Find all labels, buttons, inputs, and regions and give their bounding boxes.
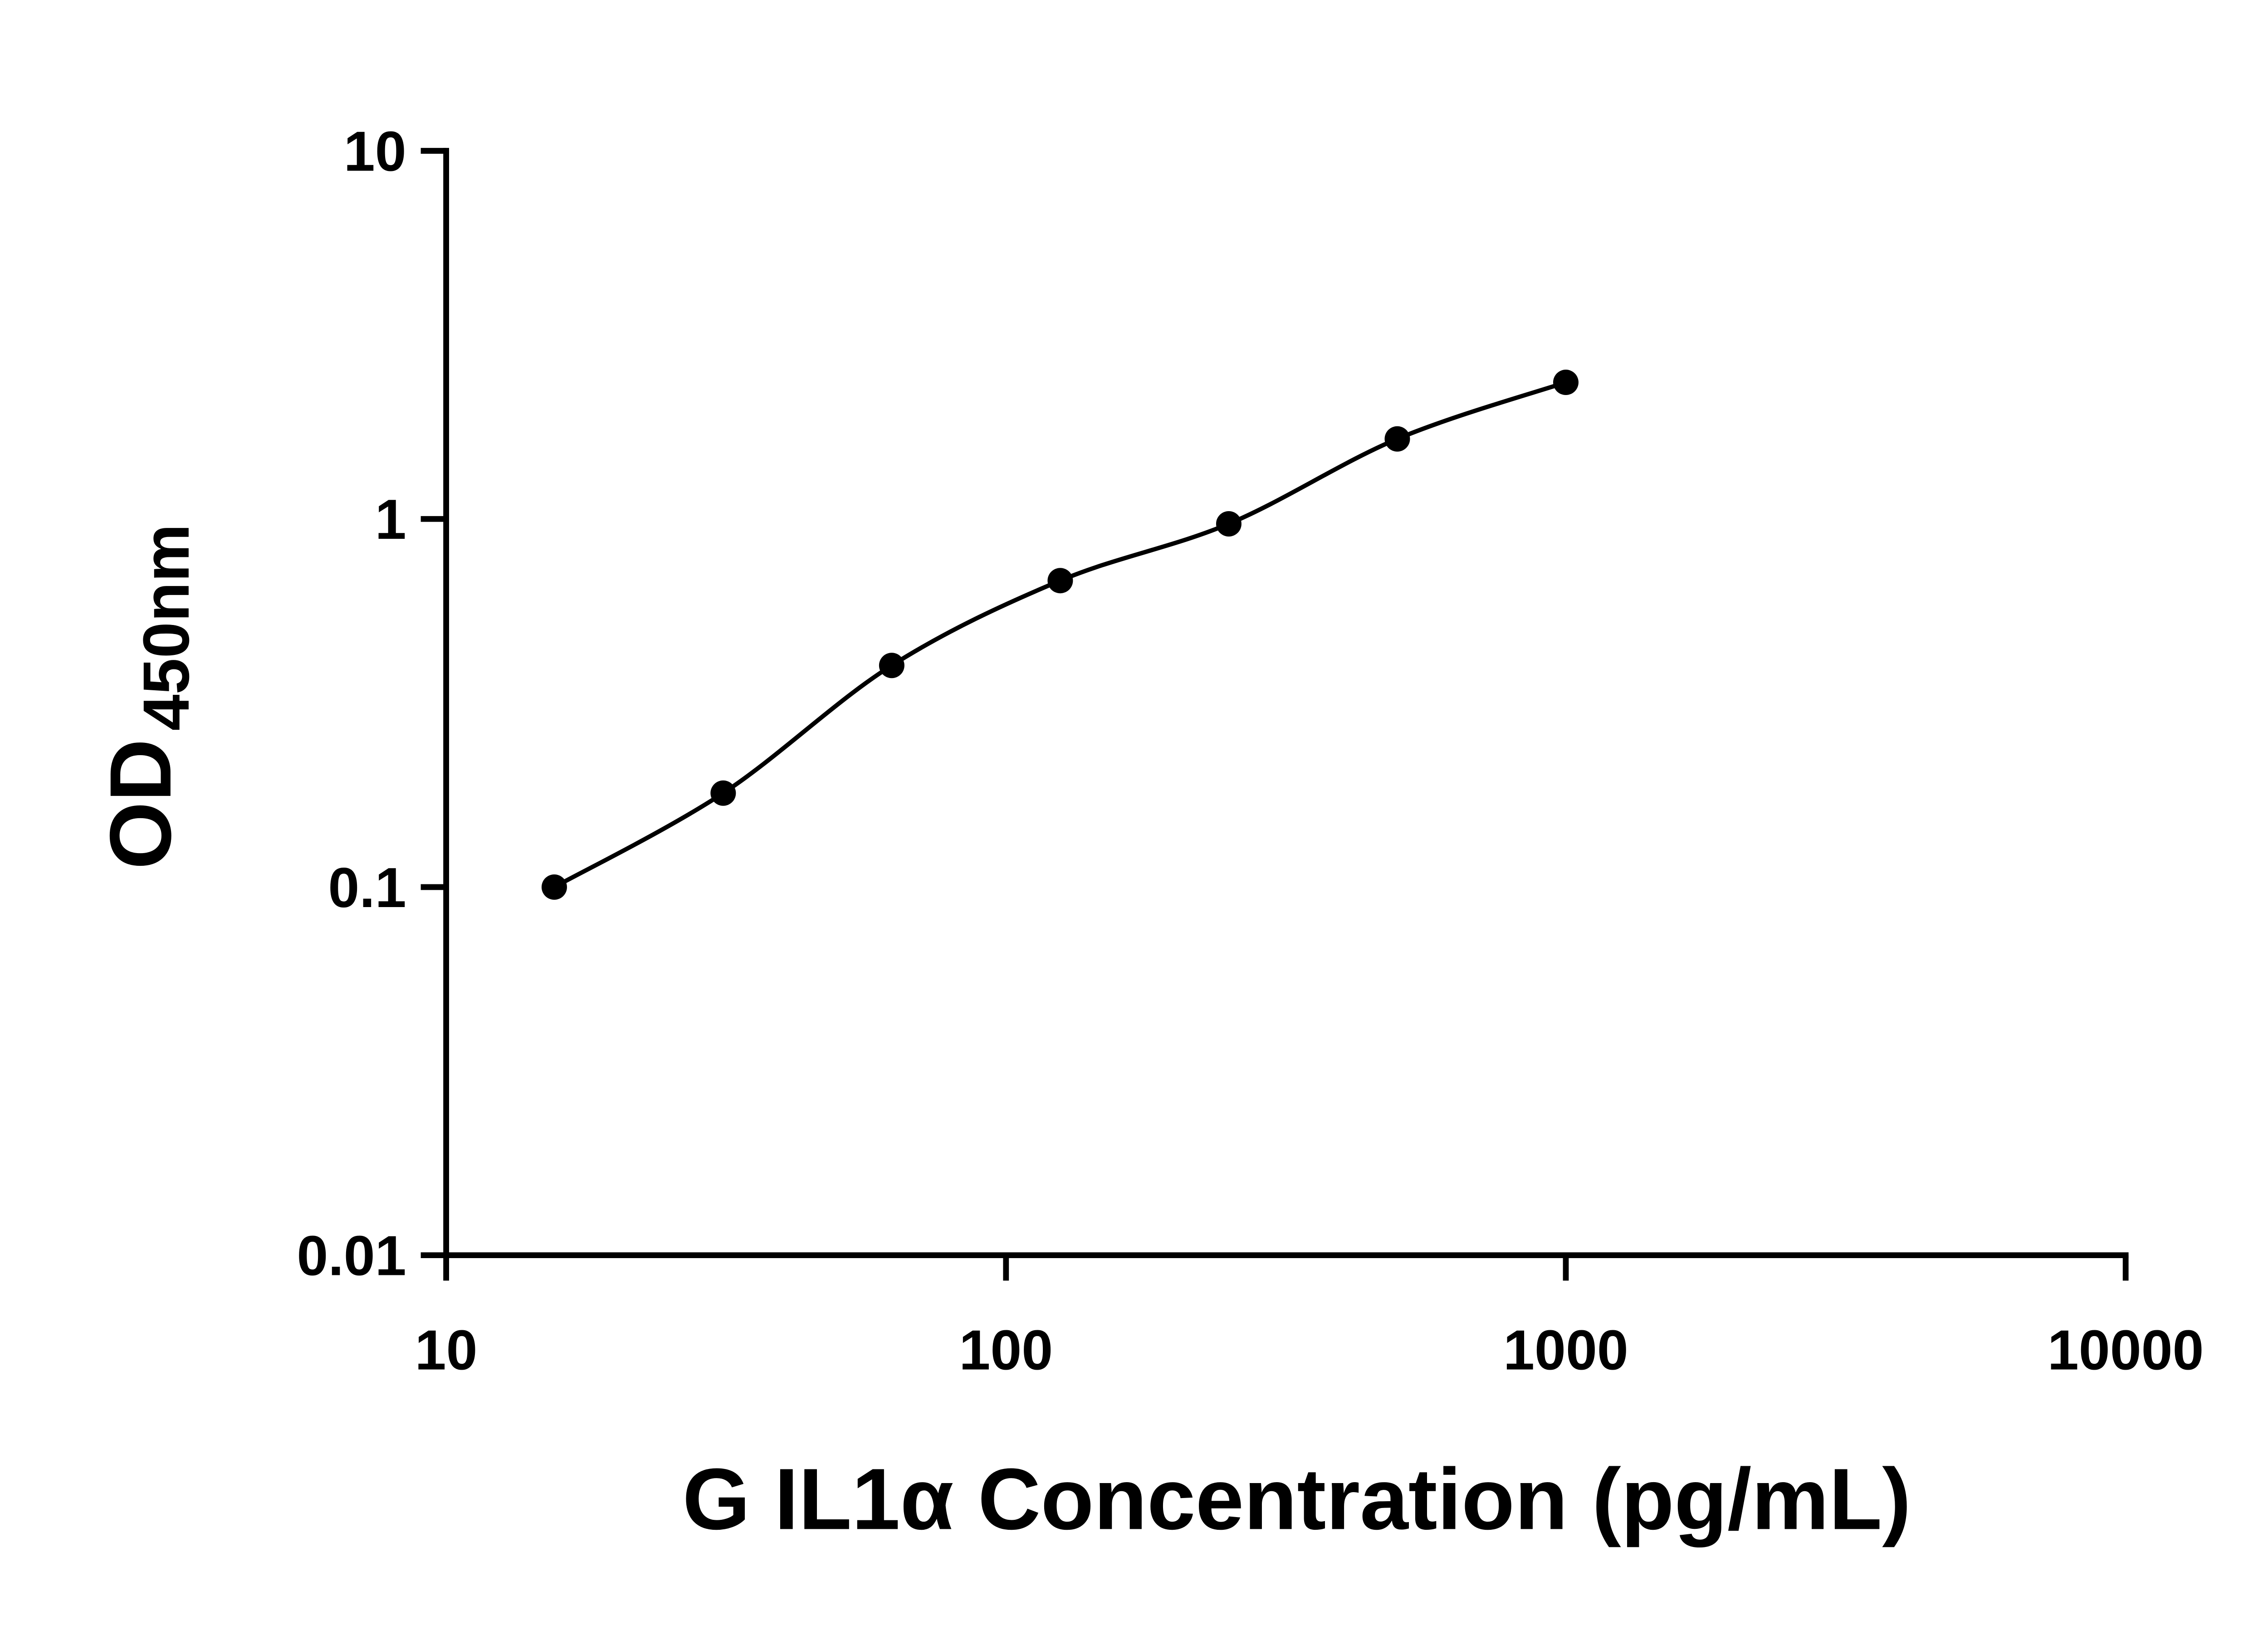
data-point: [1553, 370, 1579, 395]
y-tick-label: 0.1: [328, 857, 406, 919]
y-tick-label: 0.01: [297, 1225, 406, 1288]
data-point: [541, 874, 567, 900]
x-tick-label: 100: [959, 1319, 1053, 1382]
data-point: [710, 780, 736, 806]
data-point: [879, 653, 904, 678]
data-point: [1216, 511, 1242, 537]
y-tick-label: 10: [344, 121, 406, 183]
y-tick-label: 1: [375, 488, 406, 551]
y-axis-title-subscript: 450nm: [130, 524, 203, 731]
y-axis-title-main: OD: [92, 739, 189, 869]
y-axis-title: OD 450nm: [92, 524, 203, 869]
x-axis-title: G IL1α Concentration (pg/mL): [683, 1450, 1911, 1547]
x-tick-label: 1000: [1503, 1319, 1628, 1382]
data-point: [1384, 426, 1410, 452]
plot-layer: 10 100 1000 10000 0.01 0.1 1 10: [297, 121, 2204, 1382]
data-point: [1047, 568, 1073, 594]
x-tick-label: 10: [415, 1319, 478, 1382]
fit-curve: [552, 380, 1568, 889]
x-tick-label: 10000: [2048, 1319, 2204, 1382]
